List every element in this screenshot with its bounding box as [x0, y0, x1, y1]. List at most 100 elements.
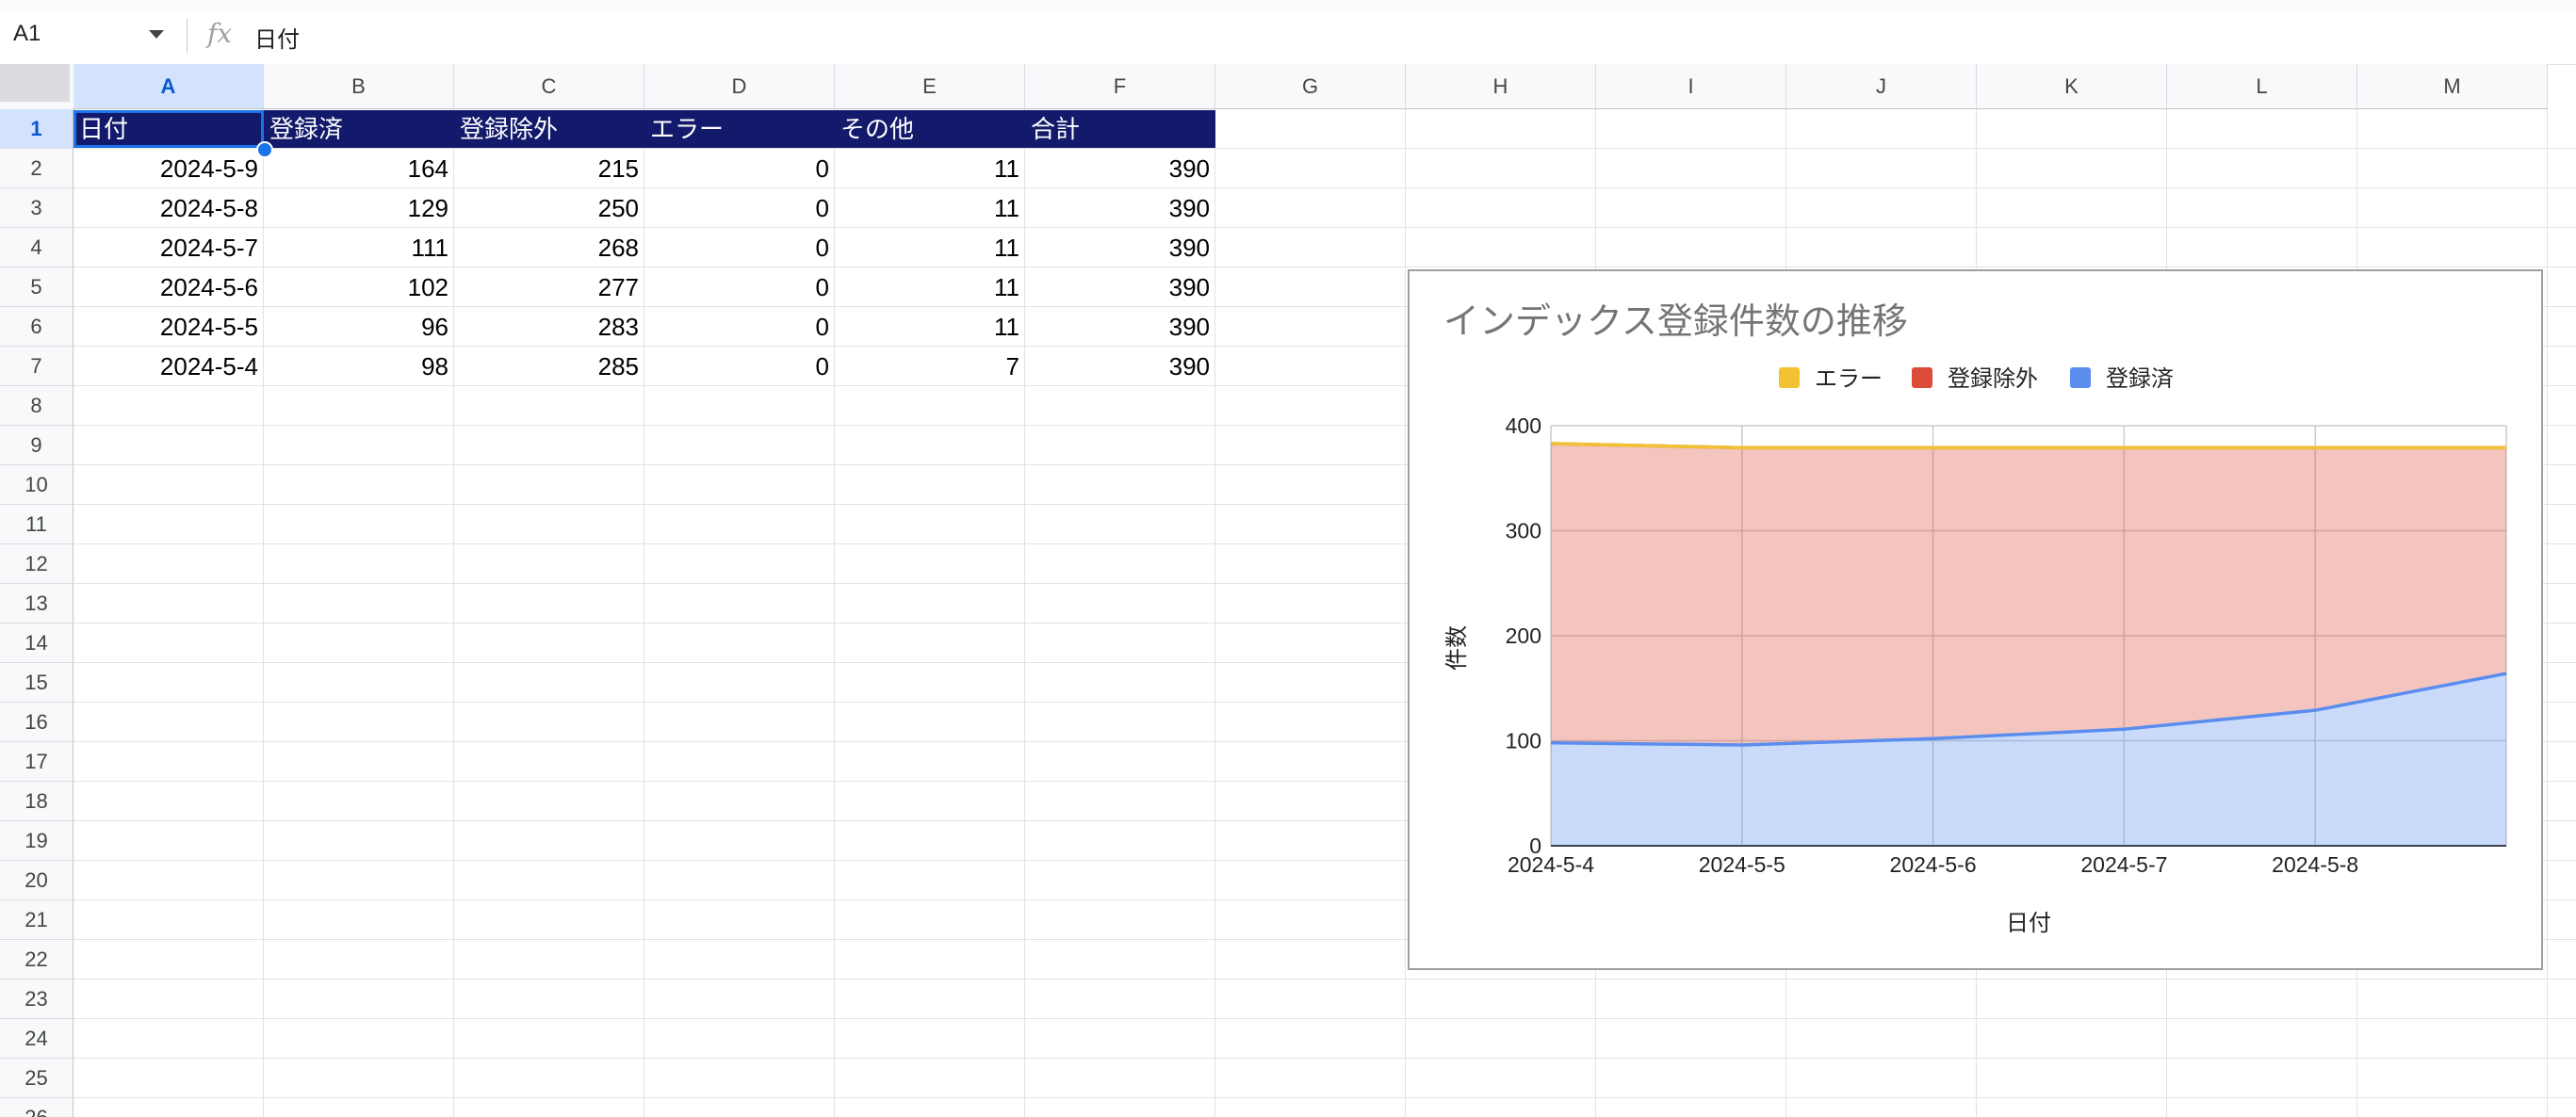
row-header-1[interactable]: 1	[0, 109, 73, 149]
row-header-3[interactable]: 3	[0, 188, 73, 228]
column-header-c[interactable]: C	[454, 64, 644, 109]
data-cell[interactable]: 390	[1168, 313, 1210, 341]
data-cell[interactable]: 0	[815, 194, 829, 222]
data-cell[interactable]: 0	[815, 352, 829, 380]
data-cell[interactable]: 98	[421, 352, 448, 380]
series-line-エラー	[1550, 442, 2506, 450]
header-cell[interactable]: 日付	[73, 110, 264, 148]
row-header-18[interactable]: 18	[0, 782, 73, 821]
data-cell[interactable]: 390	[1168, 352, 1210, 380]
formula-input[interactable]: 日付	[254, 27, 300, 53]
data-cell[interactable]: 129	[407, 194, 448, 222]
row-header-7[interactable]: 7	[0, 347, 73, 386]
row-header-23[interactable]: 23	[0, 979, 73, 1019]
data-cell[interactable]: 11	[994, 273, 1019, 301]
select-all-corner[interactable]	[0, 64, 74, 110]
row-header-22[interactable]: 22	[0, 940, 73, 979]
data-cell[interactable]: 268	[597, 234, 639, 262]
column-header-k[interactable]: K	[1977, 64, 2167, 109]
header-cell[interactable]: その他	[835, 110, 1025, 148]
fill-handle[interactable]	[256, 141, 273, 158]
column-header-h[interactable]: H	[1406, 64, 1596, 109]
data-cell[interactable]: 2024-5-7	[159, 234, 258, 262]
data-cell[interactable]: 7	[1005, 352, 1019, 380]
header-cell[interactable]: 登録済	[264, 110, 454, 148]
data-cell[interactable]: 2024-5-8	[159, 194, 258, 222]
column-header-a[interactable]: A	[73, 64, 264, 109]
row-header-26[interactable]: 26	[0, 1098, 73, 1117]
data-cell[interactable]: 11	[994, 154, 1019, 183]
x-axis-ticks: 2024-5-4 2024-5-5 2024-5-6 2024-5-7 2024-5-8	[1508, 852, 2358, 877]
data-cell[interactable]: 390	[1168, 194, 1210, 222]
data-cell[interactable]: 2024-5-6	[159, 273, 258, 301]
header-cell[interactable]: 登録除外	[454, 110, 644, 148]
row-header-12[interactable]: 12	[0, 544, 73, 584]
grid-hline	[73, 187, 2576, 188]
data-cell[interactable]: 285	[597, 352, 639, 380]
row-header-21[interactable]: 21	[0, 900, 73, 940]
area-chart[interactable]: インデックス登録件数の推移 エラー 登録除外 登録済 0 100 200 300 400 2…	[1408, 269, 2543, 970]
row-header-16[interactable]: 16	[0, 703, 73, 742]
data-cell[interactable]: 2024-5-9	[159, 154, 258, 183]
grid-vline	[1024, 109, 1025, 1117]
data-cell[interactable]: 11	[994, 194, 1019, 222]
row-header-25[interactable]: 25	[0, 1059, 73, 1098]
data-cell[interactable]: 390	[1168, 154, 1210, 183]
column-header-b[interactable]: B	[264, 64, 454, 109]
row-header-17[interactable]: 17	[0, 742, 73, 782]
y-tick-label: 100	[1506, 729, 1541, 753]
data-cell[interactable]: 11	[994, 313, 1019, 341]
data-cell[interactable]: 283	[597, 313, 639, 341]
column-header-f[interactable]: F	[1025, 64, 1215, 109]
chevron-down-icon[interactable]	[149, 30, 164, 39]
data-cell[interactable]: 250	[597, 194, 639, 222]
grid-vline	[2547, 109, 2548, 1117]
active-cell-selection	[73, 110, 264, 148]
data-cell[interactable]: 0	[815, 273, 829, 301]
data-cell[interactable]: 0	[815, 234, 829, 262]
column-header-i[interactable]: I	[1596, 64, 1786, 109]
data-cell[interactable]: 0	[815, 313, 829, 341]
grid-hline	[73, 148, 2576, 149]
column-header-l[interactable]: L	[2167, 64, 2357, 109]
data-cell[interactable]: 390	[1168, 234, 1210, 262]
row-header-8[interactable]: 8	[0, 386, 73, 426]
data-cell[interactable]: 2024-5-5	[159, 313, 258, 341]
data-cell[interactable]: 102	[407, 273, 448, 301]
data-cell[interactable]: 2024-5-4	[159, 352, 258, 380]
grid-hline	[73, 820, 2576, 821]
column-header-e[interactable]: E	[835, 64, 1025, 109]
row-header-5[interactable]: 5	[0, 267, 73, 307]
data-cell[interactable]: 11	[994, 234, 1019, 262]
x-tick-label: 2024-5-6	[1890, 852, 1977, 877]
row-header-15[interactable]: 15	[0, 663, 73, 703]
data-cell[interactable]: 390	[1168, 273, 1210, 301]
data-cell[interactable]: 215	[597, 154, 639, 183]
row-header-19[interactable]: 19	[0, 821, 73, 861]
header-cell[interactable]: エラー	[644, 110, 835, 148]
grid-hline	[73, 899, 2576, 900]
column-header-j[interactable]: J	[1786, 64, 1977, 109]
data-cell[interactable]: 277	[597, 273, 639, 301]
row-header-11[interactable]: 11	[0, 505, 73, 544]
column-header-d[interactable]: D	[644, 64, 835, 109]
data-cell[interactable]: 0	[815, 154, 829, 183]
row-header-13[interactable]: 13	[0, 584, 73, 623]
row-header-24[interactable]: 24	[0, 1019, 73, 1059]
column-header-m[interactable]: M	[2357, 64, 2548, 109]
row-header-6[interactable]: 6	[0, 307, 73, 347]
row-header-14[interactable]: 14	[0, 623, 73, 663]
row-header-2[interactable]: 2	[0, 149, 73, 188]
row-header-9[interactable]: 9	[0, 426, 73, 465]
name-box[interactable]: A1	[13, 21, 41, 46]
header-cell[interactable]: 合計	[1025, 110, 1215, 148]
data-cell[interactable]: 96	[421, 313, 448, 341]
grid-vline	[453, 109, 454, 1117]
data-cell[interactable]: 164	[407, 154, 448, 183]
row-header-10[interactable]: 10	[0, 465, 73, 505]
data-cell[interactable]: 111	[411, 234, 448, 262]
column-header-g[interactable]: G	[1215, 64, 1406, 109]
row-header-4[interactable]: 4	[0, 228, 73, 267]
row-header-20[interactable]: 20	[0, 861, 73, 900]
